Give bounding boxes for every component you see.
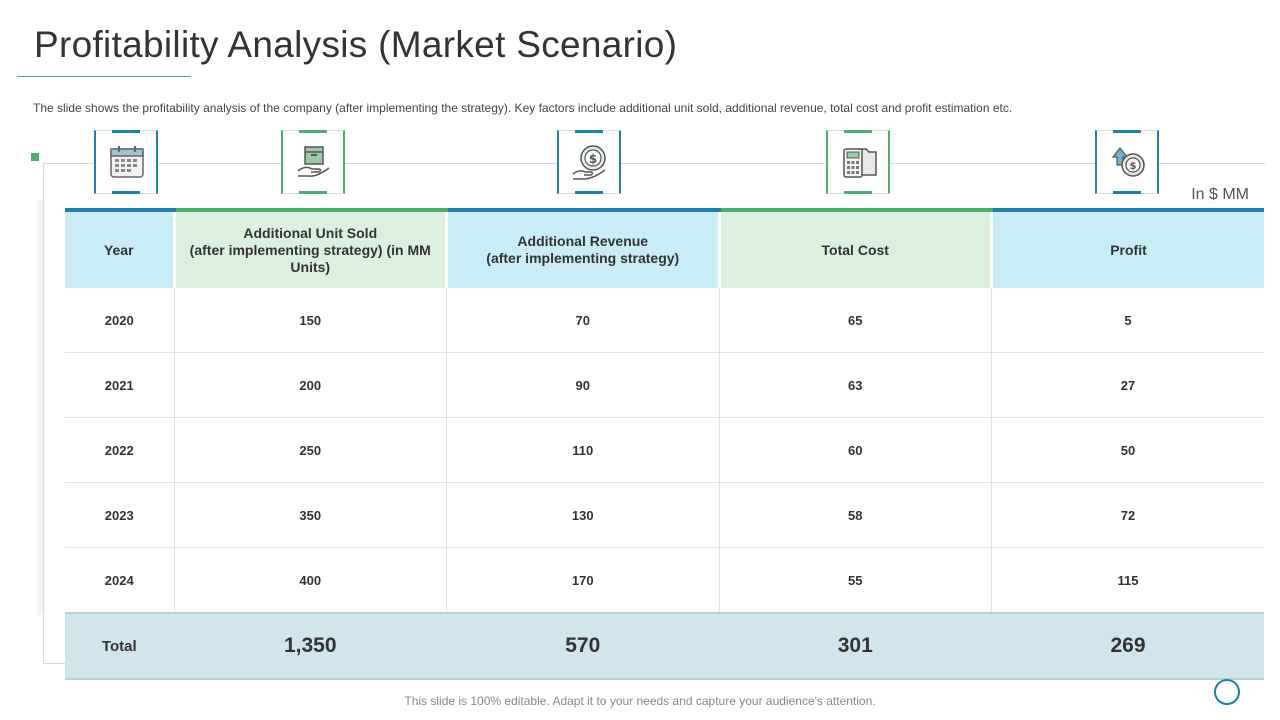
header-total-cost: Total Cost: [717, 208, 992, 288]
cell-units: 250: [173, 417, 447, 483]
cell-year: 2024: [65, 547, 174, 614]
unit-note: In $ MM: [1191, 186, 1249, 203]
profit-coin-icon-box: $: [1095, 130, 1159, 194]
cell-profit: 72: [991, 482, 1264, 548]
profitability-table: Year Additional Unit Sold (after impleme…: [65, 208, 1264, 680]
cell-revenue: 110: [446, 417, 719, 483]
dollar-hand-icon: $: [572, 145, 606, 180]
calendar-icon-box: [94, 130, 158, 194]
slide-title: Profitability Analysis (Market Scenario): [34, 24, 678, 65]
cell-revenue: 90: [446, 352, 719, 418]
total-profit: 269: [991, 612, 1264, 680]
header-additional-unit-sold-label: Additional Unit Sold (after implementing…: [189, 224, 431, 275]
total-revenue: 570: [446, 612, 719, 680]
left-shadow-strip: [37, 200, 45, 615]
title-underline: [17, 76, 191, 77]
cell-cost: 63: [718, 352, 992, 418]
total-label: Total: [65, 612, 174, 680]
corner-accent: [31, 153, 39, 161]
total-units: 1,350: [173, 612, 447, 680]
cell-revenue: 170: [446, 547, 719, 614]
table-row: 2022 250 110 60 50: [65, 417, 1264, 483]
cell-revenue: 130: [446, 482, 719, 548]
circle-decoration: [1214, 679, 1240, 705]
cell-units: 200: [173, 352, 447, 418]
total-row: Total 1,350 570 301 269: [65, 612, 1264, 680]
calculator-folder-icon: [843, 148, 877, 178]
cell-units: 350: [173, 482, 447, 548]
box-in-hand-icon-box: [281, 130, 345, 194]
frame-left-line: [43, 163, 44, 663]
cell-profit: 27: [991, 352, 1264, 418]
cell-cost: 58: [718, 482, 992, 548]
svg-text:$: $: [1130, 161, 1137, 172]
header-additional-revenue-label: Additional Revenue (after implementing s…: [486, 233, 680, 266]
calculator-folder-icon-box: [826, 130, 890, 194]
cell-profit: 5: [991, 288, 1264, 353]
header-profit: Profit: [990, 208, 1264, 288]
table-header-row: Year Additional Unit Sold (after impleme…: [65, 208, 1264, 288]
cell-cost: 55: [718, 547, 992, 614]
calendar-icon: [110, 146, 144, 178]
header-year: Year: [65, 208, 174, 288]
svg-text:$: $: [589, 152, 597, 166]
footer-note: This slide is 100% editable. Adapt it to…: [404, 694, 876, 708]
header-additional-revenue: Additional Revenue (after implementing s…: [445, 208, 719, 288]
cell-year: 2020: [65, 288, 174, 353]
cell-year: 2021: [65, 352, 174, 418]
table-row: 2024 400 170 55 115: [65, 547, 1264, 614]
cell-profit: 115: [991, 547, 1264, 614]
dollar-hand-icon-box: $: [557, 130, 621, 194]
cell-year: 2023: [65, 482, 174, 548]
cell-profit: 50: [991, 417, 1264, 483]
cell-revenue: 70: [446, 288, 719, 353]
cell-units: 400: [173, 547, 447, 614]
box-in-hand-icon: [297, 146, 330, 177]
slide-subtitle: The slide shows the profitability analys…: [33, 101, 1013, 115]
table-row: 2020 150 70 65 5: [65, 288, 1264, 353]
table-row: 2023 350 130 58 72: [65, 482, 1264, 548]
table-row: 2021 200 90 63 27: [65, 352, 1264, 418]
profit-coin-icon: $: [1111, 147, 1145, 177]
cell-cost: 65: [718, 288, 992, 353]
total-cost: 301: [718, 612, 992, 680]
cell-year: 2022: [65, 417, 174, 483]
cell-units: 150: [173, 288, 447, 353]
frame-top-line: [43, 163, 1265, 164]
header-additional-unit-sold: Additional Unit Sold (after implementing…: [172, 208, 447, 288]
cell-cost: 60: [718, 417, 992, 483]
